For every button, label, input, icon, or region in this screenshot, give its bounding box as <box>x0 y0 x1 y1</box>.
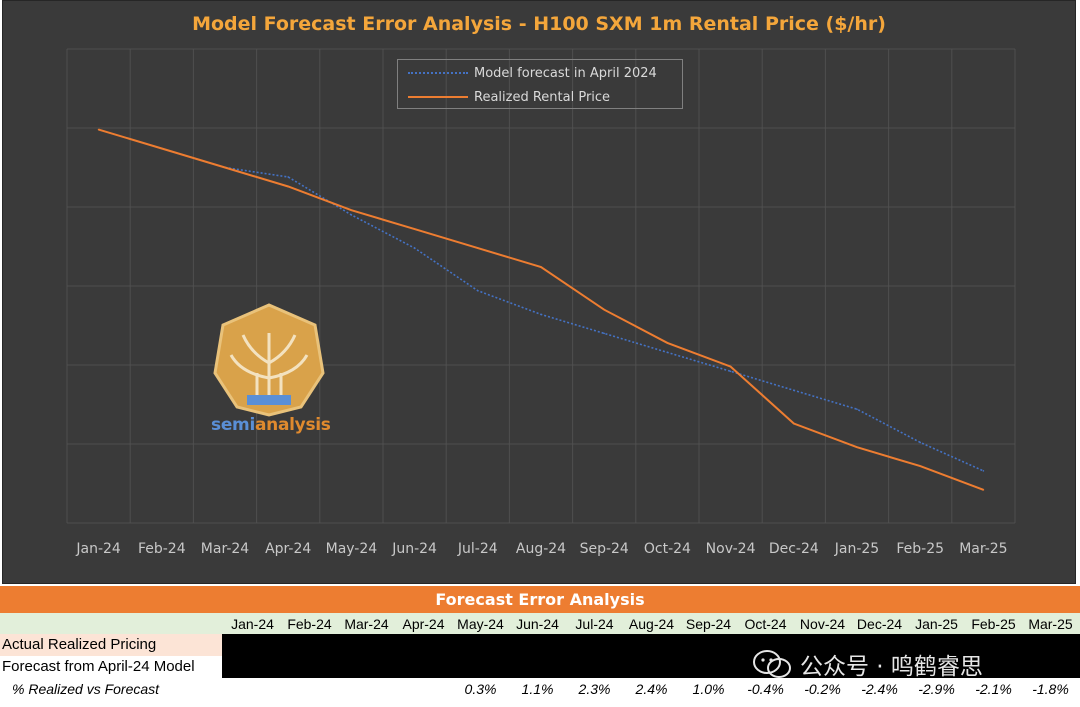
chart-canvas: Jan-24 Feb-24 Mar-24 Apr-24 May-24 Jun-24 Jul-… <box>66 48 1016 557</box>
table-month-header: Jun-24 <box>516 616 559 632</box>
table-header-row: Jan-24 Feb-24 Mar-24 Apr-24 May-24 Jun-24 Jul-… <box>0 613 1080 634</box>
data-point-realized <box>919 465 921 467</box>
semianalysis-wordmark: semianalysis <box>211 415 331 435</box>
data-point-realized <box>603 308 605 311</box>
table-month-header: Mar-25 <box>1028 616 1073 632</box>
table-pct-cell: 2.3% <box>578 681 611 697</box>
legend-label-forecast: Model forecast in April 2024 <box>474 65 657 81</box>
table-pct-cell: -2.4% <box>861 681 898 697</box>
table-pct-cell: 1.0% <box>692 681 725 697</box>
data-point-realized <box>97 128 100 131</box>
data-point-forecast <box>919 441 921 444</box>
legend-label-realized: Realized Rental Price <box>474 89 611 105</box>
table-pct-cell: 0.3% <box>464 681 497 697</box>
table-month-header: Jan-24 <box>231 616 274 632</box>
row-label-actual: Actual Realized Pricing <box>0 634 222 656</box>
legend-swatch-forecast <box>408 72 468 74</box>
x-tick-label: Sep-24 <box>580 541 629 557</box>
x-tick-label: Mar-25 <box>959 541 1007 557</box>
wechat-icon <box>753 650 791 678</box>
data-point-realized <box>540 266 542 268</box>
table-month-header: Nov-24 <box>799 616 846 632</box>
x-tick-label: Aug-24 <box>516 541 566 557</box>
table-pct-cell: -0.2% <box>804 681 841 697</box>
table-month-header: Dec-24 <box>856 616 903 632</box>
data-point-realized <box>729 365 732 368</box>
data-point-realized <box>287 185 290 188</box>
x-tick-label: Oct-24 <box>644 541 691 557</box>
data-point-realized <box>793 422 795 425</box>
x-tick-label: Nov-24 <box>706 541 756 557</box>
x-tick-label: Mar-24 <box>201 541 249 557</box>
data-point-forecast <box>287 176 290 178</box>
data-point-forecast <box>982 470 985 472</box>
x-tick-label: Jul-24 <box>457 541 498 557</box>
data-point-realized <box>856 446 858 448</box>
legend-item-forecast: Model forecast in April 2024 <box>408 63 657 83</box>
legend-item-realized: Realized Rental Price <box>408 87 610 107</box>
table-pct-cell: 1.1% <box>521 681 554 697</box>
redacted-values <box>222 634 1080 678</box>
table-banner: Forecast Error Analysis <box>0 586 1080 613</box>
table-pct-cell: 2.4% <box>635 681 668 697</box>
x-tick-label: Feb-24 <box>138 541 186 557</box>
x-tick-label: Jan-24 <box>75 541 121 557</box>
data-point-forecast <box>413 247 416 249</box>
chart-title: Model Forecast Error Analysis - H100 SXM… <box>192 13 886 35</box>
table-pct-cell: -2.1% <box>975 681 1012 697</box>
table-month-header: Jul-24 <box>575 616 614 632</box>
table-month-header: Feb-25 <box>971 616 1016 632</box>
data-point-forecast <box>540 313 542 316</box>
data-point-forecast <box>856 408 858 411</box>
row-label-pct: % Realized vs Forecast <box>12 681 160 697</box>
chart-legend: Model forecast in April 2024 Realized Re… <box>397 59 683 109</box>
legend-swatch-realized <box>408 96 468 98</box>
x-tick-label: Feb-25 <box>896 541 944 557</box>
x-tick-label: Apr-24 <box>265 541 311 557</box>
data-point-realized <box>350 209 353 211</box>
x-tick-label: Dec-24 <box>769 541 819 557</box>
forecast-error-table: Forecast Error Analysis Jan-24 Feb-24 Mar-… <box>0 586 1080 707</box>
data-point-realized <box>224 166 226 169</box>
table-month-header: Jan-25 <box>915 616 958 632</box>
watermark-text: 公众号 · 鸣鹤睿思 <box>800 654 983 680</box>
x-tick-label: Jun-24 <box>391 541 437 557</box>
table-month-header: Sep-24 <box>685 616 732 632</box>
chart-panel: Jan-24 Feb-24 Mar-24 Apr-24 May-24 Jun-24 Jul-… <box>2 0 1076 584</box>
table-month-header: Mar-24 <box>344 616 389 632</box>
table-month-header: Oct-24 <box>744 616 787 632</box>
data-point-forecast <box>793 389 795 392</box>
table-pct-cell: -0.4% <box>747 681 784 697</box>
data-point-realized <box>161 147 163 150</box>
x-tick-label: Jan-25 <box>834 541 879 557</box>
x-tick-label: May-24 <box>326 541 378 557</box>
semianalysis-logo-icon <box>213 303 325 417</box>
data-point-forecast <box>350 214 353 216</box>
data-point-realized <box>413 228 416 230</box>
table-month-header: Aug-24 <box>628 616 675 632</box>
row-label-forecast: Forecast from April-24 Model <box>0 656 222 678</box>
watermark: 公众号 · 鸣鹤睿思 <box>752 648 983 680</box>
data-point-forecast <box>666 351 669 354</box>
table-row-pct: % Realized vs Forecast 0.3% 1.1% 2.3% 2.4% 1… <box>0 678 1080 700</box>
data-point-forecast <box>477 289 479 292</box>
data-point-forecast <box>603 332 605 335</box>
data-point-forecast <box>729 370 732 373</box>
data-point-realized <box>982 489 985 491</box>
table-month-header: Apr-24 <box>402 616 445 632</box>
table-pct-cell: -2.9% <box>918 681 955 697</box>
table-month-header: Feb-24 <box>287 616 332 632</box>
table-pct-cell: -1.8% <box>1032 681 1069 697</box>
table-month-header: May-24 <box>457 616 504 632</box>
data-point-realized <box>666 342 669 344</box>
series-line-forecast <box>224 166 984 472</box>
data-point-realized <box>477 247 479 249</box>
